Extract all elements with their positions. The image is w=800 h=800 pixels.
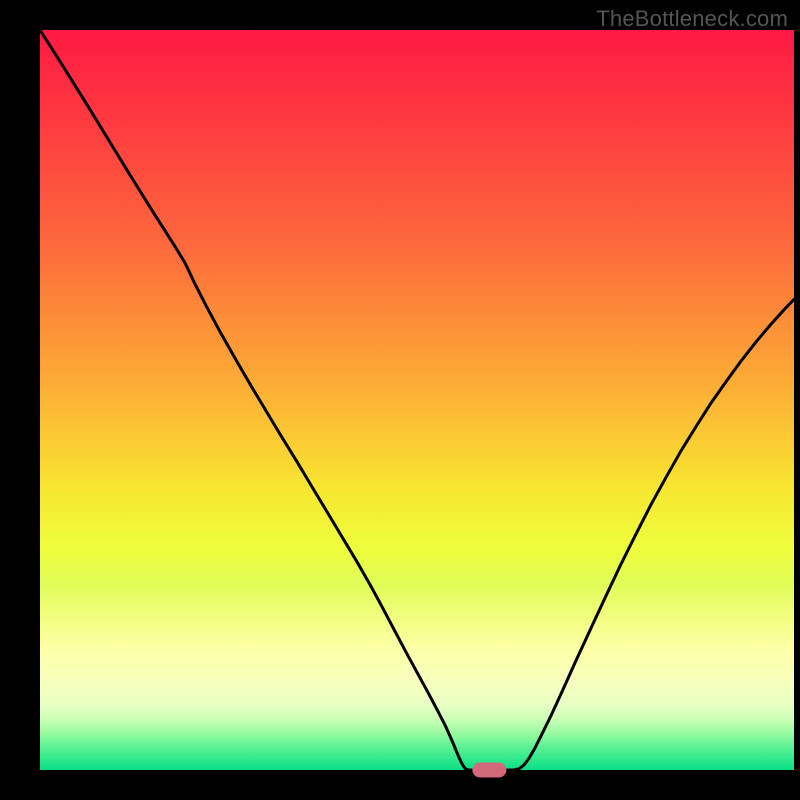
chart-container: TheBottleneck.com xyxy=(0,0,800,800)
optimum-marker xyxy=(473,763,506,777)
plot-background xyxy=(40,30,794,770)
bottleneck-chart xyxy=(0,0,800,800)
watermark-text: TheBottleneck.com xyxy=(596,6,788,32)
